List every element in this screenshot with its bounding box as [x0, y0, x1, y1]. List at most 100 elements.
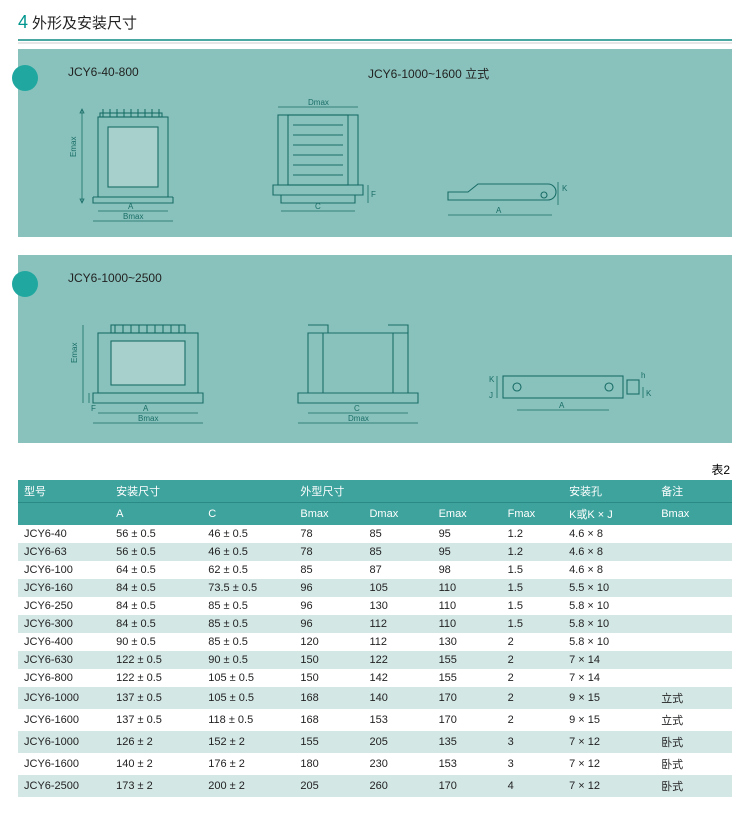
- table-cell: 9 × 15: [563, 709, 655, 731]
- table-cell: 200 ± 2: [202, 775, 294, 797]
- table-sub-header: C: [202, 503, 294, 526]
- table-cell: 3: [502, 753, 563, 775]
- table-row: JCY6-6356 ± 0.546 ± 0.57885951.24.6 × 8: [18, 543, 732, 561]
- table-cell: 152 ± 2: [202, 731, 294, 753]
- table-cell: 2: [502, 687, 563, 709]
- svg-text:K: K: [489, 375, 495, 384]
- table-sub-header: A: [110, 503, 202, 526]
- table-cell: JCY6-250: [18, 597, 110, 615]
- svg-text:Bmax: Bmax: [123, 212, 143, 221]
- section-number: 4: [18, 12, 28, 33]
- table-cell: 2: [502, 633, 563, 651]
- table-cell: 95: [433, 543, 502, 561]
- table-cell: 110: [433, 615, 502, 633]
- table-cell: 84 ± 0.5: [110, 597, 202, 615]
- table-cell: 140 ± 2: [110, 753, 202, 775]
- table-sub-header: Fmax: [502, 503, 563, 526]
- table-cell: 2: [502, 651, 563, 669]
- table-cell: 56 ± 0.5: [110, 525, 202, 543]
- table-cell: 180: [294, 753, 363, 775]
- svg-text:A: A: [128, 202, 134, 211]
- diagram-transformer-front-2: Emax F A Bmax: [68, 293, 238, 433]
- table-cell: [655, 525, 732, 543]
- table-cell: 62 ± 0.5: [202, 561, 294, 579]
- table-row: JCY6-30084 ± 0.585 ± 0.5961121101.55.8 ×…: [18, 615, 732, 633]
- table-cell: 85 ± 0.5: [202, 597, 294, 615]
- table-cell: 205: [363, 731, 432, 753]
- svg-text:Emax: Emax: [70, 343, 79, 363]
- table-row: JCY6-16084 ± 0.573.5 ± 0.5961051101.55.5…: [18, 579, 732, 597]
- table-cell: 1.5: [502, 597, 563, 615]
- table-cell: 2: [502, 709, 563, 731]
- svg-text:C: C: [354, 404, 360, 413]
- table-cell: 90 ± 0.5: [110, 633, 202, 651]
- svg-text:A: A: [559, 401, 565, 410]
- table-cell: 150: [294, 651, 363, 669]
- table-cell: 170: [433, 775, 502, 797]
- table-cell: 1.2: [502, 543, 563, 561]
- table-row: JCY6-1000126 ± 2152 ± 215520513537 × 12卧…: [18, 731, 732, 753]
- diagram-bracket-side: K A: [438, 167, 598, 227]
- table-cell: 2: [502, 669, 563, 687]
- table-cell: JCY6-2500: [18, 775, 110, 797]
- svg-text:K: K: [646, 389, 652, 398]
- table-cell: [655, 651, 732, 669]
- table-cell: 130: [433, 633, 502, 651]
- table-sub-header: K或K × J: [563, 503, 655, 526]
- table-cell: 84 ± 0.5: [110, 579, 202, 597]
- table-cell: 85 ± 0.5: [202, 615, 294, 633]
- table-cell: 95: [433, 525, 502, 543]
- table-row: JCY6-1600140 ± 2176 ± 218023015337 × 12卧…: [18, 753, 732, 775]
- diagram-transformer-front: Emax A Bmax: [68, 87, 208, 227]
- table-cell: 105 ± 0.5: [202, 669, 294, 687]
- table-row: JCY6-40090 ± 0.585 ± 0.512011213025.8 × …: [18, 633, 732, 651]
- diagram-transformer-side-2: C Dmax: [278, 293, 448, 433]
- table-cell: 立式: [655, 687, 732, 709]
- svg-text:Bmax: Bmax: [138, 414, 158, 423]
- divider: [18, 39, 732, 41]
- table-cell: 105: [363, 579, 432, 597]
- table-row: JCY6-1600137 ± 0.5118 ± 0.516815317029 ×…: [18, 709, 732, 731]
- table-cell: 155: [433, 669, 502, 687]
- table-cell: JCY6-160: [18, 579, 110, 597]
- table-row: JCY6-800122 ± 0.5105 ± 0.515014215527 × …: [18, 669, 732, 687]
- table-cell: 46 ± 0.5: [202, 525, 294, 543]
- table-row: JCY6-2500173 ± 2200 ± 220526017047 × 12卧…: [18, 775, 732, 797]
- table-cell: 155: [294, 731, 363, 753]
- panel2-label: JCY6-1000~2500: [68, 271, 162, 285]
- table-cell: 7 × 12: [563, 731, 655, 753]
- svg-text:A: A: [143, 404, 149, 413]
- table-cell: 7 × 14: [563, 669, 655, 687]
- svg-text:J: J: [489, 391, 493, 400]
- table-cell: 260: [363, 775, 432, 797]
- table-cell: 110: [433, 597, 502, 615]
- table-cell: 98: [433, 561, 502, 579]
- table-group-header: 安装孔: [563, 480, 655, 503]
- table-cell: 卧式: [655, 731, 732, 753]
- table-cell: 96: [294, 579, 363, 597]
- table-cell: JCY6-300: [18, 615, 110, 633]
- svg-text:A: A: [496, 206, 502, 215]
- svg-text:F: F: [91, 404, 96, 413]
- diagram-panel-1: JCY6-40-800 JCY6-1000~1600 立式: [18, 49, 732, 237]
- table-cell: 205: [294, 775, 363, 797]
- table-cell: [655, 633, 732, 651]
- dimensions-table: 型号安装尺寸外型尺寸安装孔备注 ACBmaxDmaxEmaxFmaxK或K × …: [18, 480, 732, 797]
- table-cell: 120: [294, 633, 363, 651]
- table-cell: 73.5 ± 0.5: [202, 579, 294, 597]
- svg-text:Dmax: Dmax: [308, 98, 329, 107]
- table-cell: JCY6-1600: [18, 709, 110, 731]
- table-cell: 9 × 15: [563, 687, 655, 709]
- table-cell: 168: [294, 687, 363, 709]
- table-group-header: 外型尺寸: [294, 480, 563, 503]
- table-sub-header: Emax: [433, 503, 502, 526]
- table-cell: 142: [363, 669, 432, 687]
- table-cell: 112: [363, 615, 432, 633]
- table-cell: 168: [294, 709, 363, 731]
- table-cell: 85: [294, 561, 363, 579]
- table-cell: 105 ± 0.5: [202, 687, 294, 709]
- table-sub-header-row: ACBmaxDmaxEmaxFmaxK或K × JBmax: [18, 503, 732, 526]
- table-cell: 110: [433, 579, 502, 597]
- table-cell: 122 ± 0.5: [110, 669, 202, 687]
- table-cell: 5.8 × 10: [563, 597, 655, 615]
